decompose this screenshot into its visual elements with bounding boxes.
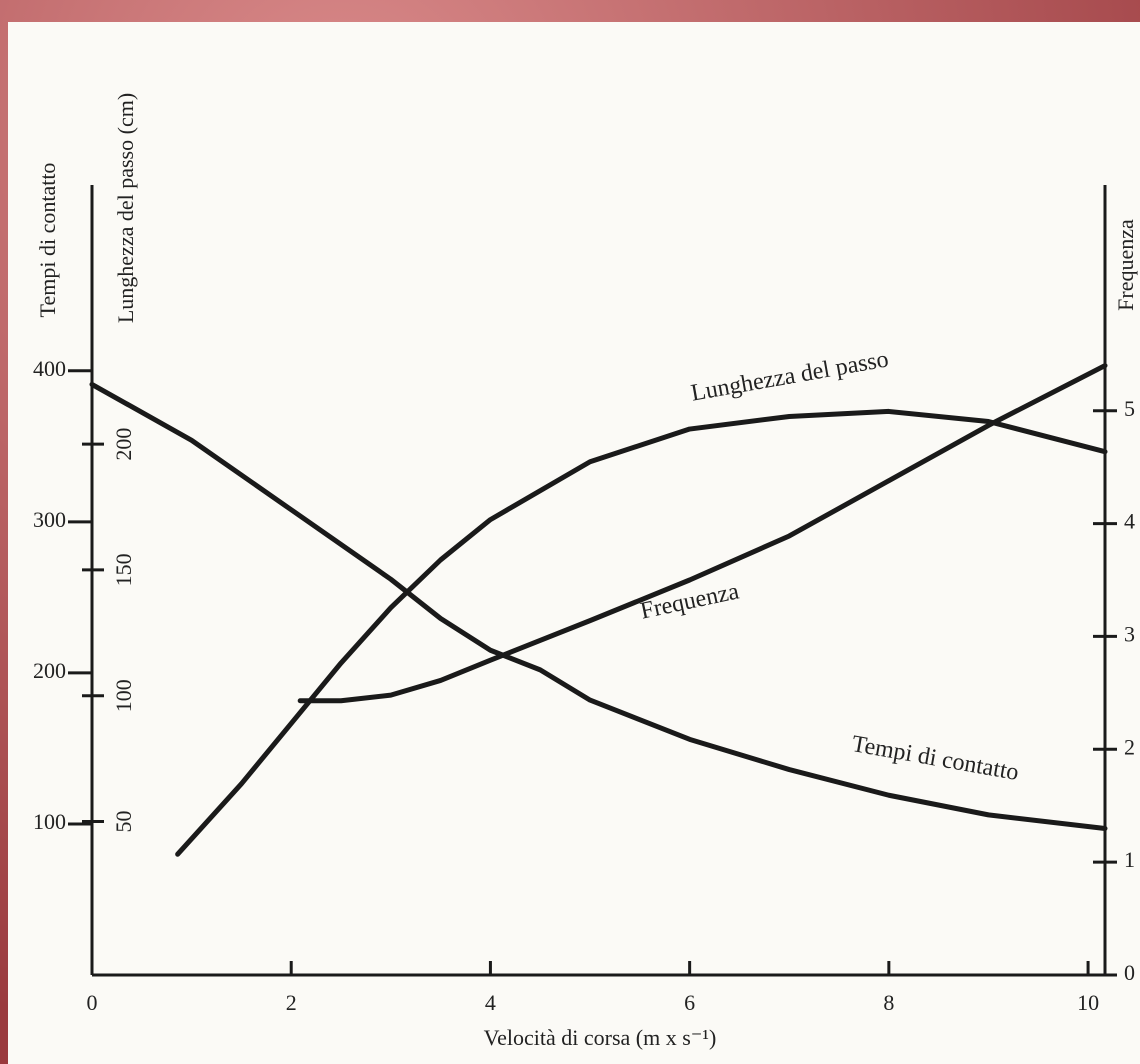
y2-axis-label: Frequenza	[1113, 219, 1138, 311]
x-tick-label: 6	[684, 990, 695, 1015]
y-tick-label: 300	[33, 507, 66, 532]
panel	[8, 22, 1140, 1064]
y3-tick-label: 100	[111, 679, 136, 712]
y-tick-label: 400	[33, 356, 66, 381]
y2-tick-label: 5	[1124, 396, 1135, 421]
y-tick-label: 100	[33, 809, 66, 834]
x-tick-label: 4	[485, 990, 496, 1015]
y2-tick-label: 0	[1124, 960, 1135, 985]
y3-tick-label: 50	[111, 811, 136, 833]
y3-tick-label: 150	[111, 553, 136, 586]
y2-tick-label: 2	[1124, 734, 1135, 759]
x-tick-label: 0	[87, 990, 98, 1015]
x-tick-label: 10	[1077, 990, 1099, 1015]
y2-tick-label: 3	[1124, 621, 1135, 646]
y2-tick-label: 4	[1124, 509, 1135, 534]
y-axis-label: Tempi di contatto	[35, 163, 60, 318]
y3-tick-label: 200	[111, 428, 136, 461]
chart: Tempi di contatto Lunghezza del passo (c…	[0, 0, 1140, 1064]
x-axis-label: Velocità di corsa (m x s⁻¹)	[484, 1025, 717, 1050]
x-tick-label: 2	[286, 990, 297, 1015]
y3-axis-label: Lunghezza del passo (cm)	[113, 93, 138, 323]
y-tick-label: 200	[33, 658, 66, 683]
y2-tick-label: 1	[1124, 847, 1135, 872]
x-tick-label: 8	[883, 990, 894, 1015]
page: Tempi di contatto Lunghezza del passo (c…	[0, 0, 1140, 1064]
